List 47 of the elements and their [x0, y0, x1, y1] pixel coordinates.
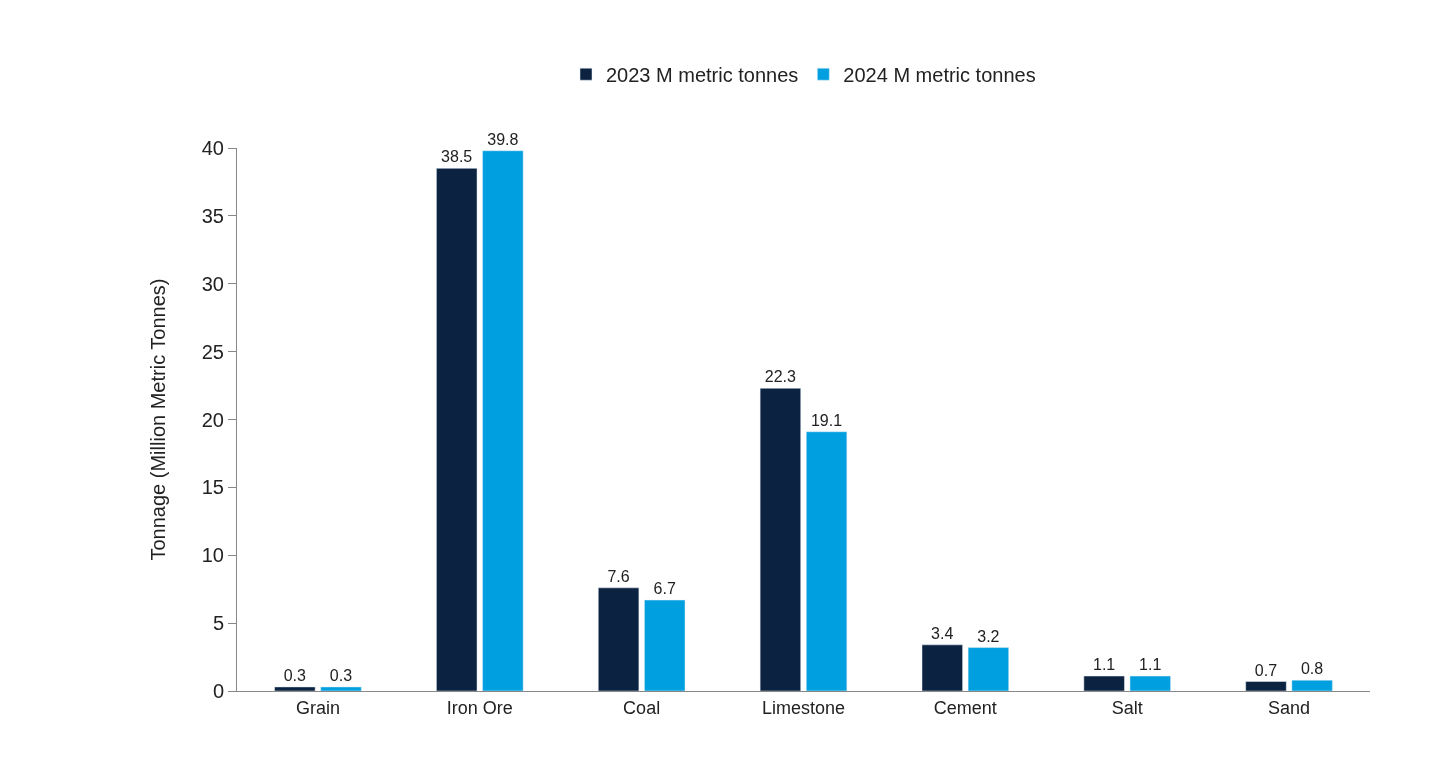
bar — [644, 599, 686, 691]
legend-label: 2023 M metric tonnes — [606, 64, 799, 86]
x-tick-label: Iron Ore — [446, 697, 513, 718]
data-label: 1.1 — [1139, 656, 1162, 674]
bar — [1083, 675, 1125, 691]
data-label: 3.2 — [977, 627, 1000, 645]
y-tick-label: 10 — [201, 544, 224, 567]
data-label: 39.8 — [487, 130, 519, 148]
y-tick-label: 20 — [201, 408, 224, 431]
data-label: 6.7 — [653, 580, 676, 598]
x-tick-label: Grain — [295, 697, 340, 718]
y-tick-label: 0 — [212, 680, 224, 702]
data-label: 0.3 — [283, 666, 307, 684]
bar — [1291, 679, 1333, 691]
data-label: 0.3 — [329, 666, 353, 684]
x-tick-label: Cement — [933, 697, 997, 718]
bar — [759, 388, 801, 691]
y-tick-label: 5 — [212, 612, 224, 635]
y-tick-label: 35 — [201, 204, 224, 227]
bar — [320, 686, 362, 691]
bar — [1129, 675, 1171, 691]
data-label: 22.3 — [764, 368, 797, 386]
bar — [967, 647, 1009, 691]
x-tick-label: Limestone — [761, 697, 846, 718]
bar — [1245, 681, 1287, 691]
bar — [274, 686, 316, 691]
x-tick-label: Salt — [1111, 697, 1143, 718]
y-tick-label: 15 — [201, 476, 224, 499]
y-tick-label: 30 — [201, 272, 224, 295]
data-label: 38.5 — [441, 148, 473, 166]
x-tick-label: Coal — [623, 697, 661, 718]
bar — [436, 168, 478, 691]
data-label: 1.1 — [1092, 656, 1116, 674]
y-tick-label: 25 — [201, 340, 224, 363]
y-tick-label: 40 — [201, 137, 224, 159]
bar — [598, 587, 640, 691]
legend-label: 2024 M metric tonnes — [843, 64, 1036, 86]
data-label: 19.1 — [810, 411, 843, 429]
x-tick-label: Sand — [1268, 697, 1311, 718]
data-label: 7.6 — [607, 567, 630, 585]
data-label: 0.8 — [1300, 660, 1324, 678]
data-label: 0.7 — [1254, 661, 1278, 679]
y-axis-title: Tonnage (Million Metric Tonnes) — [147, 278, 170, 561]
bar — [921, 644, 963, 691]
bar — [806, 431, 848, 691]
bar — [482, 150, 524, 691]
data-label: 3.4 — [931, 624, 954, 642]
